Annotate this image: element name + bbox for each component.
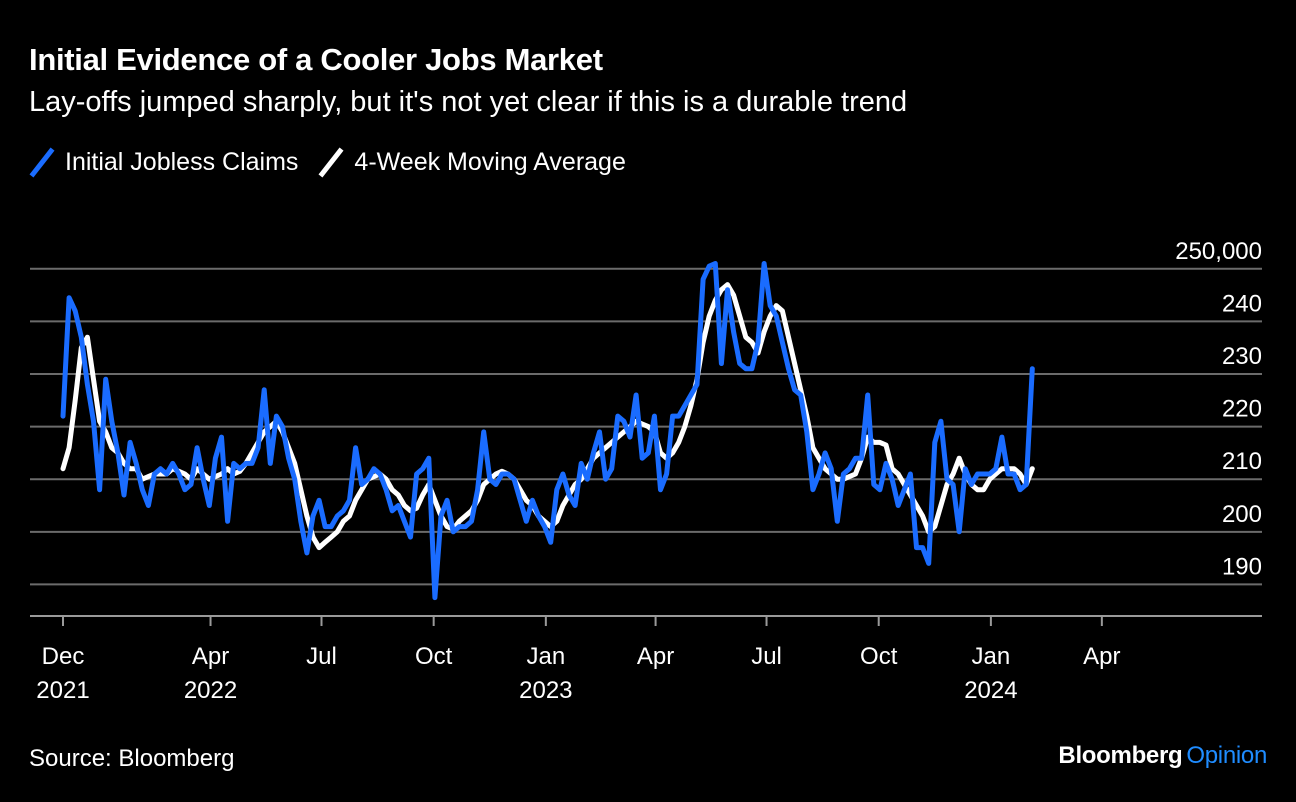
y-tick-label: 200 xyxy=(1222,501,1262,528)
x-tick-label: Apr xyxy=(192,643,229,670)
x-tick-label: Apr xyxy=(637,643,674,670)
brand-logo: Bloomberg Opinion xyxy=(1058,742,1267,770)
y-tick-label: 190 xyxy=(1222,553,1262,580)
legend-swatch-claims xyxy=(29,147,55,178)
x-tick-year-label: 2022 xyxy=(184,677,237,704)
x-tick-label: Jul xyxy=(751,643,782,670)
series-line-4-week-moving-average xyxy=(60,282,1035,551)
legend-swatch-average xyxy=(318,147,344,178)
x-tick-year-label: 2021 xyxy=(36,677,89,704)
y-tick-label: 250,000 xyxy=(1175,238,1262,265)
x-tick-label: Dec xyxy=(42,643,85,670)
y-tick-label: 210 xyxy=(1222,448,1262,475)
x-tick-label: Jan xyxy=(972,643,1011,670)
x-tick-label: Jul xyxy=(306,643,337,670)
legend-label-claims: Initial Jobless Claims xyxy=(65,147,299,176)
x-tick-year-label: 2023 xyxy=(519,677,572,704)
y-tick-label: 240 xyxy=(1222,290,1262,317)
legend-item-average: 4-Week Moving Average xyxy=(318,146,626,178)
series-line-initial-jobless-claims xyxy=(60,261,1035,601)
x-tick-label: Jan xyxy=(526,643,565,670)
chart-title: Initial Evidence of a Cooler Jobs Market xyxy=(29,42,603,77)
brand-name: Bloomberg xyxy=(1058,742,1183,769)
legend: Initial Jobless Claims 4-Week Moving Ave… xyxy=(29,146,646,178)
source-note: Source: Bloomberg xyxy=(29,745,235,772)
brand-suffix: Opinion xyxy=(1186,742,1267,769)
chart-subtitle: Lay-offs jumped sharply, but it's not ye… xyxy=(29,86,908,118)
y-tick-label: 220 xyxy=(1222,396,1262,423)
x-tick-label: Oct xyxy=(415,643,453,670)
x-tick-year-label: 2024 xyxy=(964,677,1017,704)
y-tick-label: 230 xyxy=(1222,343,1262,370)
legend-label-average: 4-Week Moving Average xyxy=(354,147,626,176)
legend-item-claims: Initial Jobless Claims xyxy=(29,146,298,178)
x-tick-label: Apr xyxy=(1083,643,1120,670)
x-tick-label: Oct xyxy=(860,643,898,670)
